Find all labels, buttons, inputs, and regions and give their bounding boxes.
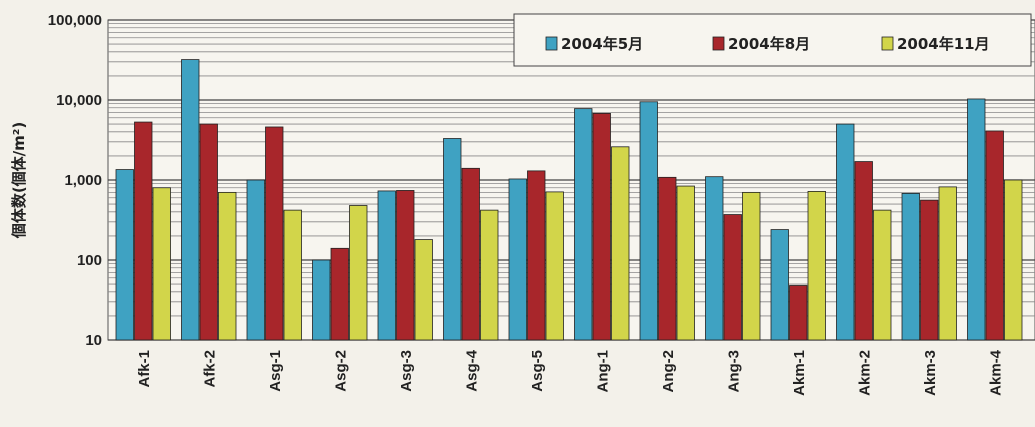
bar-group-asg-5 [508, 170, 564, 341]
bar-asg-1-series-1 [246, 179, 265, 341]
y-axis-title: 個体数(個体/m²) [10, 122, 28, 239]
bar-afk-2-series-3 [218, 191, 237, 341]
bar-group-asg-3 [377, 190, 433, 341]
bar-akm-2-series-2 [854, 161, 873, 341]
x-axis-labels: Afk-1 Afk-2 Asg-1 Asg-2 Asg-3 Asg-4 Asg-5 Ang-1… [136, 349, 1005, 396]
bar-akm-3-series-3 [938, 186, 957, 341]
bar-afk-2-series-1 [181, 59, 200, 341]
bar-afk-1-series-1 [115, 169, 134, 341]
legend-item-series-2: 2004年8月 [712, 35, 810, 53]
legend-label: 2004年8月 [728, 35, 810, 53]
legend: 2004年5月 2004年8月 2004年11月 [513, 13, 1032, 67]
x-category-label: Akm-2 [856, 350, 873, 396]
y-tick-label: 100,000 [48, 12, 102, 29]
bar-group-ang-2 [639, 101, 695, 341]
y-tick-label: 10,000 [56, 92, 102, 109]
x-category-label: Asg-5 [529, 350, 546, 392]
bar-ang-2-series-1 [639, 101, 658, 341]
bar-afk-1-series-3 [152, 187, 171, 341]
bar-akm-4-series-1 [967, 98, 986, 341]
legend-label: 2004年11月 [897, 35, 990, 53]
bar-group-akm-3 [901, 186, 957, 341]
bar-ang-3-series-1 [705, 176, 724, 341]
bar-group-ang-1 [574, 108, 630, 341]
bar-ang-1-series-1 [574, 108, 593, 341]
x-category-label: Ang-2 [660, 350, 677, 393]
bar-akm-2-series-3 [873, 209, 892, 341]
bar-ang-3-series-2 [723, 214, 742, 341]
bar-asg-3-series-3 [414, 239, 433, 341]
y-axis-ticks: 100,000 10,000 1,000 100 10 [48, 12, 102, 349]
y-tick-label: 100 [77, 252, 102, 269]
bar-asg-4-series-2 [461, 167, 480, 341]
bar-akm-1-series-3 [807, 191, 826, 341]
bar-asg-1-series-3 [283, 209, 302, 341]
legend-label: 2004年5月 [561, 35, 643, 53]
x-category-label: Akm-3 [922, 350, 939, 396]
x-category-label: Asg-1 [267, 350, 284, 392]
y-tick-label: 1,000 [64, 172, 102, 189]
bar-ang-2-series-3 [676, 185, 695, 341]
bar-group-afk-2 [181, 59, 237, 341]
bar-group-asg-1 [246, 126, 302, 341]
bar-asg-4-series-3 [480, 209, 499, 341]
x-category-label: Akm-4 [987, 349, 1004, 396]
legend-swatch [712, 36, 725, 51]
bar-akm-3-series-2 [920, 199, 939, 341]
bar-asg-1-series-2 [265, 126, 284, 341]
bar-group-akm-1 [770, 191, 826, 341]
x-category-label: Afk-2 [201, 350, 218, 388]
x-category-label: Akm-1 [791, 350, 808, 396]
bar-group-afk-1 [115, 121, 171, 341]
x-category-label: Asg-3 [398, 350, 415, 392]
legend-box [513, 13, 1032, 67]
bar-asg-5-series-3 [545, 191, 564, 341]
bar-akm-1-series-2 [789, 285, 808, 341]
bar-group-ang-3 [705, 176, 761, 341]
x-category-label: Afk-1 [136, 350, 153, 388]
legend-item-series-3: 2004年11月 [881, 35, 990, 53]
x-category-label: Asg-4 [463, 349, 480, 391]
bar-group-asg-2 [312, 205, 368, 341]
bar-akm-4-series-3 [1004, 179, 1023, 341]
bar-akm-2-series-1 [836, 123, 855, 341]
bar-asg-5-series-2 [527, 170, 546, 341]
bar-akm-1-series-1 [770, 229, 789, 341]
bar-asg-3-series-2 [396, 190, 415, 341]
bars [115, 59, 1023, 341]
bar-ang-1-series-2 [592, 112, 611, 341]
bar-ang-3-series-3 [742, 191, 761, 341]
bar-ang-1-series-3 [611, 146, 630, 341]
bar-asg-2-series-1 [312, 259, 331, 341]
bar-ang-2-series-2 [658, 176, 677, 341]
x-category-label: Ang-3 [725, 350, 742, 393]
bar-asg-2-series-2 [330, 247, 349, 341]
bar-akm-3-series-1 [901, 192, 920, 341]
legend-swatch [545, 36, 558, 51]
bar-asg-2-series-3 [349, 205, 368, 341]
legend-item-series-1: 2004年5月 [545, 35, 643, 53]
x-category-label: Ang-1 [594, 350, 611, 393]
bar-asg-3-series-1 [377, 190, 396, 341]
bar-akm-4-series-2 [985, 130, 1004, 341]
bar-afk-1-series-2 [134, 121, 153, 341]
legend-swatch [881, 36, 894, 51]
bar-group-akm-2 [836, 123, 892, 341]
bar-asg-4-series-1 [443, 138, 462, 341]
y-tick-label: 10 [85, 332, 102, 349]
bar-group-asg-4 [443, 138, 499, 341]
bar-group-akm-4 [967, 98, 1023, 341]
x-category-label: Asg-2 [332, 350, 349, 392]
bar-asg-5-series-1 [508, 178, 527, 341]
bar-afk-2-series-2 [199, 123, 218, 341]
